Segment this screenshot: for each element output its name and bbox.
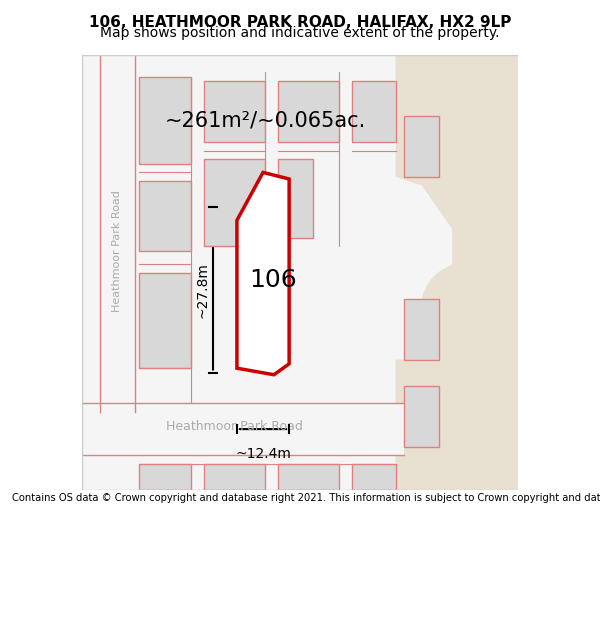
Bar — [404, 299, 439, 359]
Polygon shape — [396, 55, 517, 490]
Bar — [352, 464, 396, 490]
Bar — [278, 81, 339, 142]
Text: ~261m²/~0.065ac.: ~261m²/~0.065ac. — [164, 110, 366, 130]
Bar — [204, 464, 265, 490]
Bar — [404, 116, 439, 177]
Bar — [139, 181, 191, 251]
Bar — [204, 159, 265, 246]
Text: ~27.8m: ~27.8m — [195, 262, 209, 318]
Text: Heathmoor Park Road: Heathmoor Park Road — [112, 190, 122, 312]
Text: ~12.4m: ~12.4m — [235, 446, 291, 461]
Text: 106, HEATHMOOR PARK ROAD, HALIFAX, HX2 9LP: 106, HEATHMOOR PARK ROAD, HALIFAX, HX2 9… — [89, 16, 511, 31]
Text: Map shows position and indicative extent of the property.: Map shows position and indicative extent… — [100, 26, 500, 39]
Bar — [139, 272, 191, 368]
Bar — [278, 159, 313, 238]
Bar — [404, 386, 439, 446]
Polygon shape — [237, 173, 289, 375]
Circle shape — [422, 264, 509, 351]
Bar — [139, 77, 191, 164]
Bar — [204, 81, 265, 142]
Bar — [139, 464, 191, 490]
Bar — [278, 464, 339, 490]
Bar — [352, 81, 396, 142]
Text: 106: 106 — [250, 268, 298, 292]
Text: Contains OS data © Crown copyright and database right 2021. This information is : Contains OS data © Crown copyright and d… — [12, 492, 600, 502]
Bar — [82, 403, 404, 455]
Text: Heathmoor Park Road: Heathmoor Park Road — [166, 421, 303, 433]
